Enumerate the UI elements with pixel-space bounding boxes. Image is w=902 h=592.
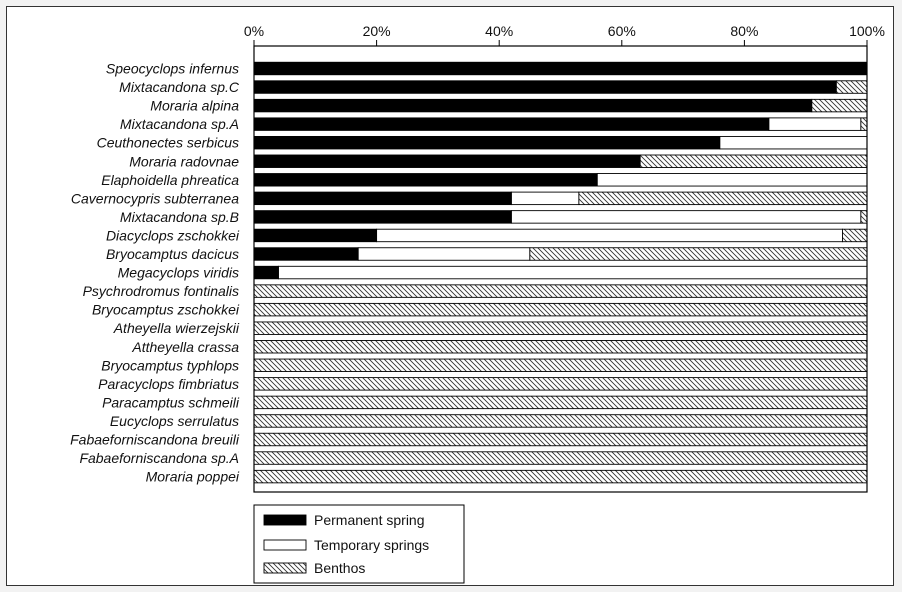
category-label: Bryocamptus zschokkei xyxy=(92,302,240,318)
category-label: Fabaeforniscandona sp.A xyxy=(79,450,239,466)
bar-benthos xyxy=(253,395,868,410)
x-axis: 0% 20% 40% 60% 80% 100% xyxy=(244,23,885,46)
bar-permanent xyxy=(253,173,598,187)
bar-benthos xyxy=(639,154,868,168)
plot-area-border xyxy=(253,45,868,493)
category-label: Eucyclops serrulatus xyxy=(110,413,239,429)
bar-temporary xyxy=(768,117,862,131)
category-label: Paracyclops fimbriatus xyxy=(98,376,239,392)
legend-swatch-temporary xyxy=(263,539,307,551)
category-label: Mixtacandona sp.C xyxy=(119,79,240,95)
category-label: Speocyclops infernus xyxy=(106,61,239,77)
legend: Permanent spring Temporary springs Benthos xyxy=(253,504,465,584)
category-label: Cavernocypris subterranea xyxy=(71,190,239,206)
x-tick-label: 20% xyxy=(363,23,391,39)
bar-permanent xyxy=(253,98,813,113)
bar-benthos xyxy=(253,469,868,484)
x-tick-label: 60% xyxy=(608,23,636,39)
category-label: Atheyella wierzejskii xyxy=(113,320,240,336)
category-label: Moraria radovnae xyxy=(129,153,239,169)
bar-benthos xyxy=(253,302,868,317)
bar-benthos xyxy=(253,321,868,335)
category-label: Megacyclops viridis xyxy=(118,265,239,281)
category-label: Bryocamptus typhlops xyxy=(101,357,239,373)
bar-temporary xyxy=(357,247,531,261)
bar-benthos xyxy=(860,210,868,224)
x-tick-label: 80% xyxy=(730,23,758,39)
bar-permanent xyxy=(253,247,359,261)
bar-benthos xyxy=(253,451,868,465)
legend-swatch-benthos xyxy=(263,562,307,574)
bar-benthos xyxy=(253,284,868,298)
x-tick-label: 0% xyxy=(244,23,264,39)
bar-benthos xyxy=(835,80,868,94)
legend-swatch-permanent xyxy=(263,514,307,526)
bar-temporary xyxy=(278,265,868,280)
bar-benthos xyxy=(253,414,868,428)
legend-label-permanent: Permanent spring xyxy=(314,512,425,528)
category-label: Elaphoidella phreatica xyxy=(101,172,239,188)
category-label: Diacyclops zschokkei xyxy=(106,227,240,243)
bar-permanent xyxy=(253,135,721,150)
bar-permanent xyxy=(253,191,512,206)
category-label: Moraria alpina xyxy=(150,98,239,114)
bar-benthos xyxy=(253,340,868,354)
bar-temporary xyxy=(511,210,862,224)
bar-permanent xyxy=(253,210,512,224)
bar-benthos xyxy=(253,432,868,447)
bar-temporary xyxy=(511,191,580,206)
category-label: Fabaeforniscandona breuili xyxy=(70,432,240,448)
category-label: Paracamptus schmeili xyxy=(102,394,240,410)
bar-permanent xyxy=(253,154,641,168)
bar-benthos xyxy=(860,117,868,131)
category-label: Bryocamptus dacicus xyxy=(106,246,239,262)
category-label: Mixtacandona sp.A xyxy=(120,116,239,132)
bar-permanent xyxy=(253,61,868,76)
bar-benthos xyxy=(529,247,868,261)
legend-label-temporary: Temporary springs xyxy=(314,537,429,553)
bar-temporary xyxy=(719,135,868,150)
x-tick-label: 100% xyxy=(849,23,885,39)
bar-permanent xyxy=(253,117,770,131)
bar-benthos xyxy=(842,228,868,243)
category-label: Moraria poppei xyxy=(146,469,240,485)
bar-benthos xyxy=(578,191,868,206)
category-label: Mixtacandona sp.B xyxy=(120,209,239,225)
bar-benthos xyxy=(253,358,868,372)
bar-temporary xyxy=(596,173,868,187)
category-label: Psychrodromus fontinalis xyxy=(83,283,239,299)
bar-permanent xyxy=(253,228,378,243)
legend-label-benthos: Benthos xyxy=(314,560,365,576)
bar-benthos xyxy=(253,377,868,391)
bar-benthos xyxy=(811,98,868,113)
category-labels: Speocyclops infernus Mixtacandona sp.C Mor… xyxy=(70,61,240,485)
bar-temporary xyxy=(376,228,843,243)
bars-layer xyxy=(253,61,868,484)
bar-permanent xyxy=(253,265,279,280)
bar-permanent xyxy=(253,80,837,94)
x-tick-label: 40% xyxy=(485,23,513,39)
category-label: Ceuthonectes serbicus xyxy=(97,135,239,151)
category-label: Attheyella crassa xyxy=(131,339,239,355)
